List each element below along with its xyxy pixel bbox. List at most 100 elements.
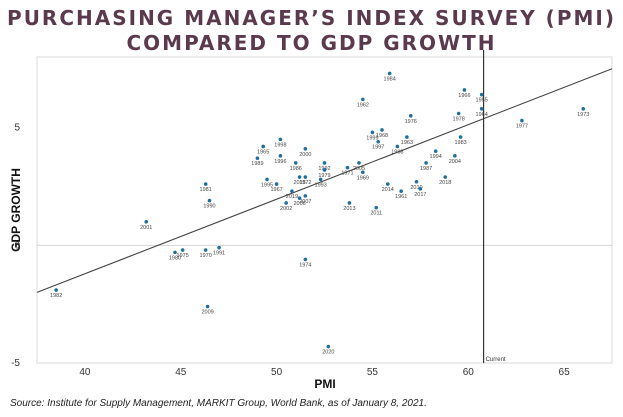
data-point-label-2001: 2001 <box>140 225 152 231</box>
data-point-2001 <box>144 219 149 224</box>
data-point-1981 <box>203 182 208 186</box>
data-point-1969 <box>361 170 365 175</box>
data-point-label-1969: 1969 <box>357 175 369 181</box>
data-point-label-2009: 2009 <box>201 310 213 316</box>
data-point-label-1988: 1988 <box>391 149 403 155</box>
x-axis-label: PMI <box>314 377 335 391</box>
data-point-label-1963: 1963 <box>401 140 413 146</box>
data-point-label-1997: 1997 <box>372 145 384 151</box>
data-point-label-1995: 1995 <box>261 182 273 188</box>
data-point-1974 <box>303 257 308 262</box>
data-point-label-1987: 1987 <box>420 166 432 172</box>
data-point-2017 <box>418 187 423 191</box>
data-point-1986 <box>293 161 298 165</box>
data-point-label-2005: 2005 <box>353 166 365 172</box>
data-point-label-1978: 1978 <box>453 116 465 122</box>
chart-title-line-2: COMPARED TO GDP GROWTH <box>126 31 497 55</box>
x-tick-label: 40 <box>79 367 91 378</box>
data-point-1996 <box>278 154 283 158</box>
data-point-label-1973: 1973 <box>577 112 589 118</box>
data-point-2007 <box>303 194 308 198</box>
y-tick-label: 5 <box>14 123 20 134</box>
data-point-2005 <box>357 161 361 165</box>
data-point-1976 <box>408 114 413 118</box>
data-point-label-1962: 1962 <box>357 102 369 108</box>
x-tick-label: 65 <box>559 367 571 378</box>
data-point-1970 <box>203 248 208 252</box>
data-point-1991 <box>217 245 221 250</box>
data-point-1989 <box>255 156 260 161</box>
data-point-label-2002: 2002 <box>280 206 292 212</box>
data-point-label-2004: 2004 <box>449 159 461 165</box>
chart-title-line-1: PURCHASING MANAGER’S INDEX SURVEY (PMI) <box>7 6 616 30</box>
data-point-1964 <box>479 106 484 111</box>
data-point-label-1968: 1968 <box>376 133 388 139</box>
data-point-1983 <box>458 135 463 139</box>
x-tick-label: 60 <box>463 367 475 378</box>
data-point-label-2019: 2019 <box>286 194 298 200</box>
data-point-label-1994: 1994 <box>430 154 442 160</box>
data-point-1967 <box>274 182 279 186</box>
data-point-label-2020: 2020 <box>322 350 334 356</box>
data-point-1966 <box>462 88 467 92</box>
data-point-label-2018: 2018 <box>439 180 451 186</box>
data-point-2004 <box>453 154 457 158</box>
data-point-2014 <box>385 182 390 186</box>
data-point-1980 <box>173 250 177 255</box>
data-point-2009 <box>205 304 210 309</box>
data-point-1973 <box>581 106 586 111</box>
data-point-label-1996: 1996 <box>274 159 286 165</box>
data-point-label-1986: 1986 <box>290 166 302 172</box>
y-tick-label: -5 <box>11 358 20 369</box>
x-tick-label: 50 <box>271 367 283 378</box>
data-point-label-1998: 1998 <box>274 142 286 148</box>
data-point-label-2013: 2013 <box>343 206 355 212</box>
data-point-label-1999: 1999 <box>366 135 378 141</box>
data-point-label-2000: 2000 <box>299 152 311 158</box>
data-points: 1984 1966 1955 1962 1964 1978 1973 1977 1976 1999… <box>50 71 589 356</box>
data-point-label-1976: 1976 <box>405 119 417 125</box>
data-point-1977 <box>520 118 524 123</box>
data-point-label-1979: 1979 <box>318 173 330 179</box>
data-point-label-1981: 1981 <box>200 187 212 193</box>
x-tick-label: 45 <box>175 367 187 378</box>
data-point-2015 <box>297 175 302 179</box>
data-point-label-2014: 2014 <box>382 187 394 193</box>
data-point-label-2017: 2017 <box>414 192 426 198</box>
data-point-1987 <box>424 161 428 165</box>
data-point-label-1971: 1971 <box>341 171 353 177</box>
data-point-1984 <box>387 71 392 76</box>
data-point-1993 <box>318 177 323 182</box>
y-axis-ticks: 5 0 -5 <box>11 123 20 369</box>
trend-line <box>36 68 613 293</box>
data-point-1962 <box>361 97 365 102</box>
plot-area <box>36 56 613 364</box>
data-point-label-2010: 2010 <box>410 185 422 191</box>
data-point-2000 <box>303 147 308 151</box>
data-point-label-1974: 1974 <box>299 262 311 268</box>
data-point-label-1982: 1982 <box>50 293 62 299</box>
data-point-label-2007: 2007 <box>299 199 311 205</box>
data-point-label-1991: 1991 <box>213 251 225 257</box>
data-point-1999 <box>370 130 375 135</box>
data-point-2020 <box>326 344 331 349</box>
data-point-2010 <box>414 179 419 184</box>
data-point-1975 <box>180 248 185 252</box>
data-point-2013 <box>347 201 352 205</box>
data-point-1978 <box>456 111 461 116</box>
data-point-label-1966: 1966 <box>458 93 470 99</box>
source-note: Source: Institute for Supply Management,… <box>10 398 427 409</box>
data-point-label-1964: 1964 <box>476 112 488 118</box>
y-axis-label: GDP GROWTH <box>9 168 23 252</box>
data-point-1994 <box>433 149 438 153</box>
data-point-label-1965: 1965 <box>257 149 269 155</box>
data-point-1990 <box>207 198 212 203</box>
data-point-2018 <box>443 175 448 179</box>
data-point-label-2011: 2011 <box>370 211 382 217</box>
data-point-label-1989: 1989 <box>251 161 263 167</box>
data-point-1968 <box>380 128 384 132</box>
data-point-1998 <box>278 137 283 142</box>
data-point-2019 <box>290 189 294 193</box>
data-point-1955 <box>479 92 484 97</box>
